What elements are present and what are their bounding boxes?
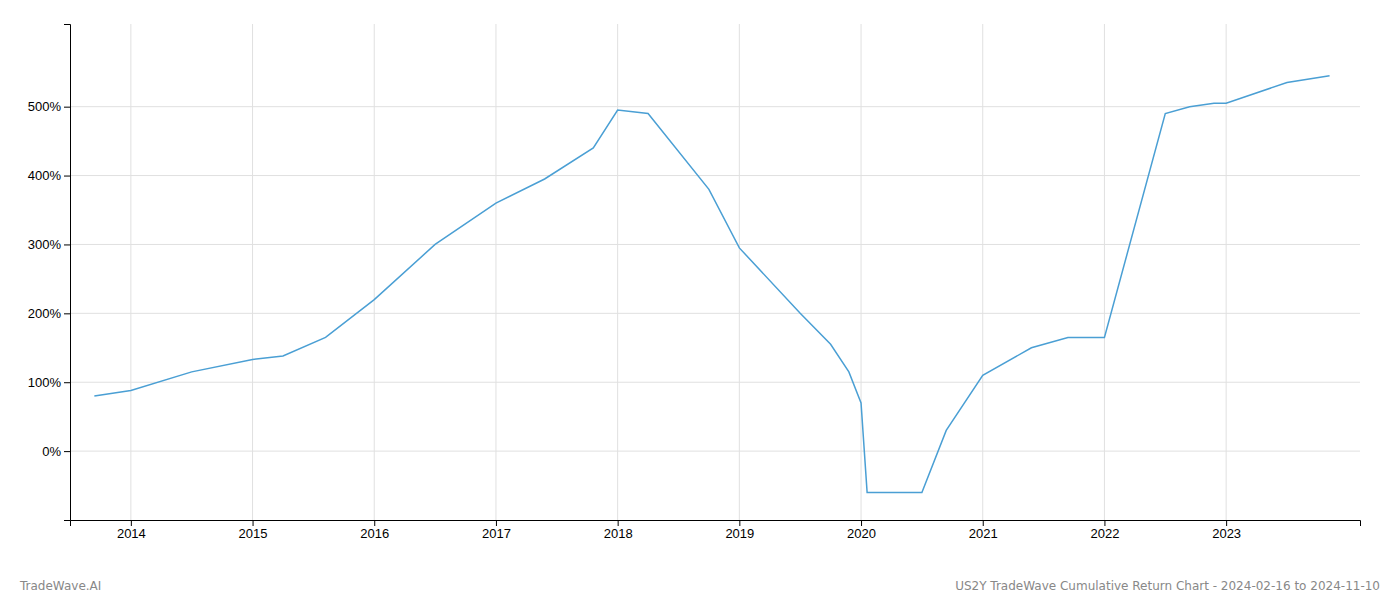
tick: 300% [28,237,70,252]
tick: 2019 [725,520,754,541]
grid [70,24,1360,520]
tick: 2017 [482,520,511,541]
tick-mark [739,520,740,526]
tick-label: 0% [42,444,61,459]
tick-label: 2016 [360,526,389,541]
footer-text: TradeWave.AI [19,579,101,593]
tick-mark [496,520,497,526]
grid-line [70,313,1360,314]
tick: 200% [28,306,70,321]
grid-line [70,451,1360,452]
tick: 0% [42,444,70,459]
tick: 2023 [1212,520,1241,541]
tick: 2014 [117,520,146,541]
tick-mark [131,520,132,526]
tick-label: 2021 [969,526,998,541]
tick-mark [618,520,619,526]
grid-line [70,175,1360,176]
grid-line [982,24,983,520]
y-axis: 0% 100% 200% 300% 400% 500% [28,25,71,521]
grid-line [130,24,131,520]
footer-text: US2Y TradeWave Cumulative Return Chart -… [955,579,1380,593]
tick-label: 2023 [1212,526,1241,541]
grid-line [374,24,375,520]
tick-mark [64,382,70,383]
axis-line [64,25,71,521]
tick-label: 2020 [847,526,876,541]
tick-label: 400% [28,168,62,183]
tick-label: 2014 [117,526,146,541]
grid-line [70,106,1360,107]
tick-mark [64,107,70,108]
tick-mark [983,520,984,526]
x-axis: 2014 2015 2016 2017 2018 2019 2020 2021 2022 2023 [71,520,1361,541]
tick-label: 300% [28,237,62,252]
tick: 400% [28,168,70,183]
tick-label: 2019 [725,526,754,541]
grid-line [861,24,862,520]
tick-mark [1104,520,1105,526]
tick: 2016 [360,520,389,541]
grid-line [739,24,740,520]
grid-line [70,244,1360,245]
tick-label: 100% [28,375,62,390]
chart: 2014 2015 2016 2017 2018 2019 2020 2021 2022 2023… [0,0,1400,600]
plot: 2014 2015 2016 2017 2018 2019 2020 2021 2022 2023… [28,24,1361,541]
tick-label: 2017 [482,526,511,541]
tick-label: 500% [28,99,62,114]
tick: 2020 [847,520,876,541]
tick: 500% [28,99,70,114]
tick-mark [64,313,70,314]
tick: 2018 [604,520,633,541]
tick-mark [64,451,70,452]
marks [94,76,1329,493]
tick-label: 2022 [1090,526,1119,541]
tick-label: 2015 [239,526,268,541]
tick-label: 2018 [604,526,633,541]
line [94,76,1329,493]
grid-line [1226,24,1227,520]
grid-line [495,24,496,520]
tick: 100% [28,375,70,390]
grid-line [70,382,1360,383]
tick: 2021 [969,520,998,541]
tick-mark [253,520,254,526]
grid-line [252,24,253,520]
tick-mark [1226,520,1227,526]
tick-mark [64,244,70,245]
tick-mark [374,520,375,526]
grid-line [1104,24,1105,520]
tick: 2015 [239,520,268,541]
tick-label: 200% [28,306,62,321]
tick: 2022 [1090,520,1119,541]
tick-mark [64,176,70,177]
grid-line [617,24,618,520]
axis-line [71,521,1361,527]
tick-mark [861,520,862,526]
